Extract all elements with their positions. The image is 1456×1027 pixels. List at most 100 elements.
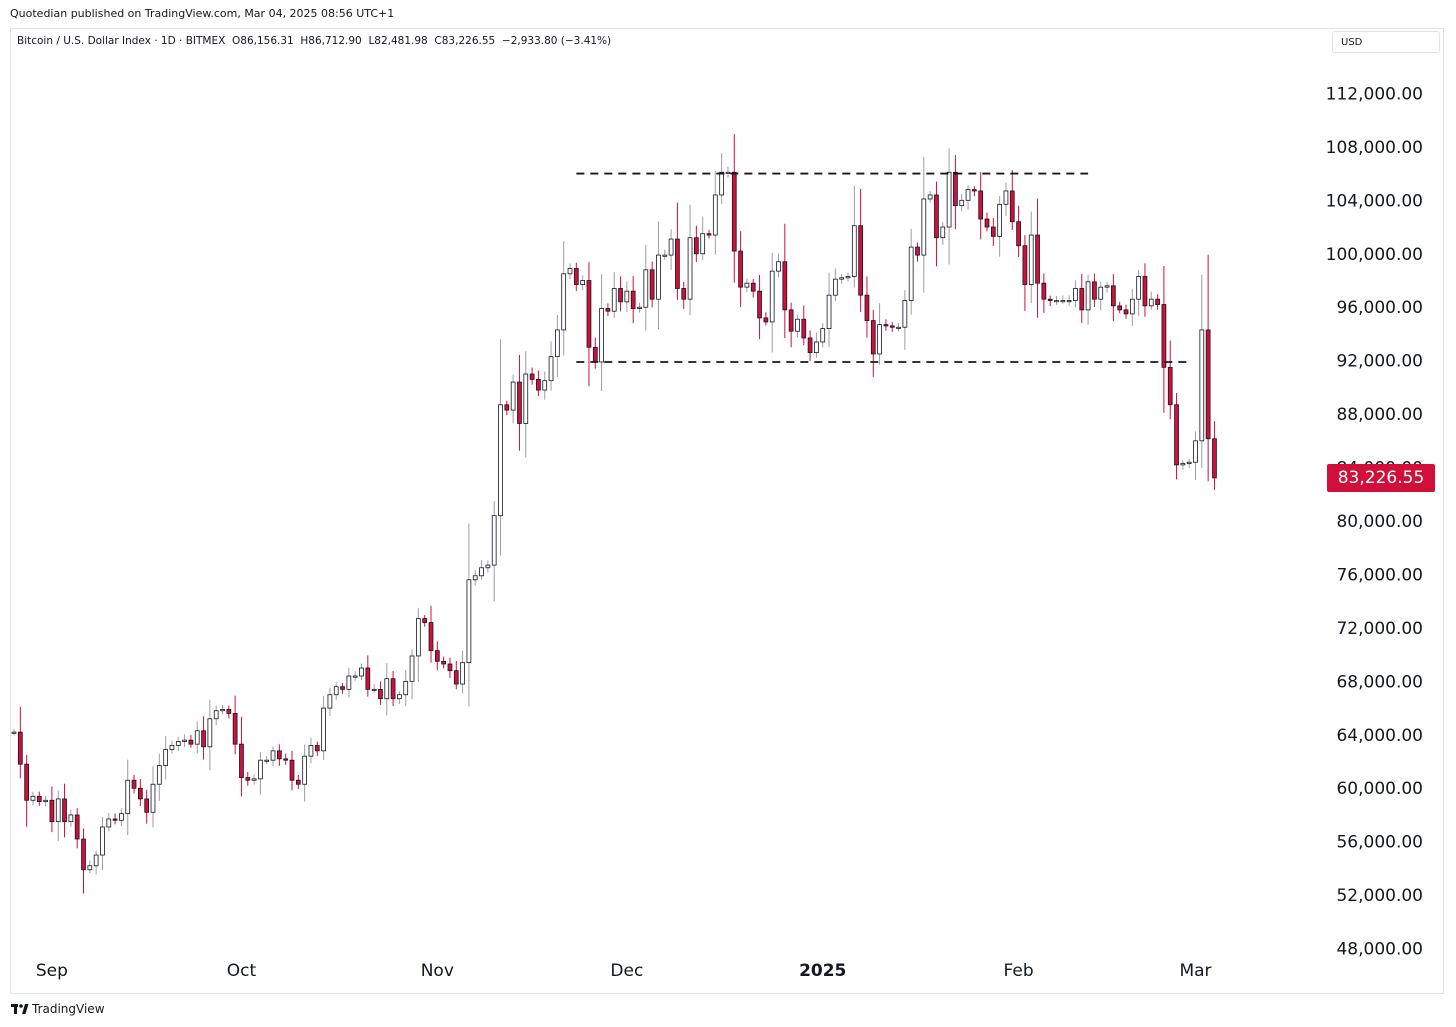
candle	[150, 783, 156, 813]
candle	[700, 233, 706, 255]
candle	[921, 198, 927, 256]
chart-frame[interactable]	[10, 28, 1444, 994]
candle	[403, 680, 409, 696]
ohlc-close: C83,226.55	[434, 35, 496, 47]
x-tick-label: Sep	[36, 961, 68, 981]
candle	[352, 675, 358, 678]
candle	[283, 758, 289, 761]
candle	[959, 199, 965, 207]
candle	[245, 777, 251, 781]
candle	[801, 318, 807, 339]
currency-selector[interactable]: USD	[1332, 31, 1440, 53]
candle	[611, 288, 617, 312]
candle	[17, 731, 23, 765]
candle	[119, 813, 124, 821]
candle	[1047, 298, 1053, 301]
candle	[858, 225, 863, 296]
candle	[251, 778, 257, 781]
candle	[112, 818, 118, 821]
y-tick-label: 48,000.00	[1336, 940, 1423, 960]
candle	[43, 799, 48, 803]
y-tick-label: 88,000.00	[1336, 405, 1423, 425]
candle	[573, 268, 579, 285]
tradingview-branding[interactable]: TradingView	[11, 1002, 105, 1016]
candle	[434, 650, 440, 662]
candle	[428, 622, 434, 652]
y-tick-label: 80,000.00	[1336, 512, 1423, 532]
candle	[68, 814, 74, 823]
candle	[776, 261, 781, 272]
candle	[795, 318, 800, 332]
candle	[681, 288, 687, 300]
candle	[1186, 461, 1192, 464]
candle	[346, 675, 352, 690]
candle	[87, 865, 93, 871]
candle	[510, 381, 516, 411]
candle	[201, 730, 206, 748]
candle	[915, 246, 920, 256]
candle	[927, 194, 933, 200]
candle	[940, 226, 946, 239]
price-axis: 48,000.00 52,000.00 56,000.00 60,000.00 64,0…	[1326, 84, 1423, 959]
candle	[466, 579, 472, 664]
candle	[517, 381, 522, 424]
candle	[447, 663, 453, 672]
candle	[207, 718, 213, 748]
tradingview-logo-icon	[11, 1004, 29, 1014]
candle	[163, 749, 168, 766]
candle	[11, 731, 17, 734]
candle	[397, 694, 402, 700]
candle	[984, 218, 990, 228]
candle	[175, 741, 181, 746]
candle	[1111, 285, 1116, 307]
candle	[1174, 404, 1179, 466]
candle	[365, 667, 371, 690]
time-axis: Sep Oct Nov Dec 2025 Feb Mar	[36, 961, 1212, 981]
candle	[371, 688, 377, 691]
symbol-name[interactable]: Bitcoin / U.S. Dollar Index · 1D · BITME…	[17, 35, 226, 47]
candle	[93, 854, 99, 867]
y-tick-label: 72,000.00	[1336, 619, 1423, 639]
candle	[1066, 300, 1072, 303]
candle	[49, 799, 55, 823]
candle	[472, 575, 478, 581]
candle	[416, 618, 421, 657]
candle	[321, 707, 326, 752]
candle	[1148, 298, 1154, 307]
candle	[327, 694, 333, 709]
candle	[656, 254, 661, 300]
candle	[542, 380, 548, 391]
candle	[1142, 276, 1148, 307]
candle	[864, 294, 870, 321]
candle	[972, 189, 977, 192]
candle	[1092, 281, 1097, 300]
candle	[188, 739, 194, 745]
ohlc-change: −2,933.80 (−3.41%)	[501, 35, 612, 47]
candle	[314, 745, 320, 752]
candle	[649, 269, 655, 300]
candle	[138, 787, 143, 800]
branding-text: TradingView	[32, 1002, 105, 1016]
candle	[1155, 298, 1160, 305]
candle	[1161, 304, 1167, 368]
candle	[485, 564, 491, 569]
ohlc-low: L82,481.98	[368, 35, 428, 47]
candle	[308, 745, 314, 757]
x-tick-label: Feb	[1004, 961, 1034, 981]
candle	[523, 373, 529, 424]
candle	[270, 750, 276, 761]
candle	[156, 765, 162, 785]
y-tick-label: 108,000.00	[1326, 138, 1423, 158]
candle	[131, 779, 137, 789]
candle	[731, 171, 737, 252]
candle	[896, 326, 901, 329]
candle	[536, 378, 541, 391]
candle	[1123, 309, 1129, 315]
candle	[548, 356, 554, 382]
candle	[978, 190, 984, 220]
candle	[277, 750, 282, 760]
candle	[769, 270, 775, 323]
candle	[220, 709, 225, 712]
y-tick-label: 92,000.00	[1336, 352, 1423, 372]
